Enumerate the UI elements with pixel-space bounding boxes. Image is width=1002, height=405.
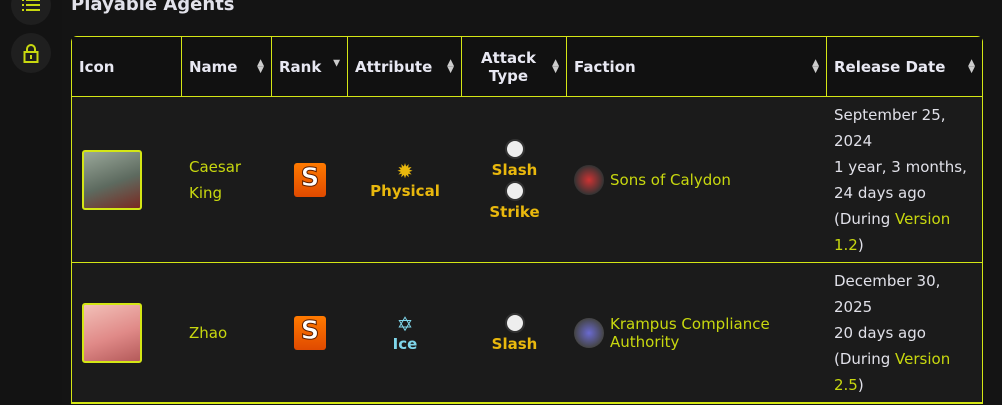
list-button[interactable] bbox=[11, 0, 51, 25]
faction-link[interactable]: Sons of Calydon bbox=[610, 170, 731, 189]
slash-icon bbox=[504, 312, 525, 333]
faction-link[interactable]: Krampus Compliance Authority bbox=[610, 314, 770, 351]
sidebar bbox=[0, 0, 62, 405]
agent-avatar[interactable] bbox=[82, 149, 142, 210]
attack-type-label: Slash bbox=[491, 160, 538, 179]
lock-icon bbox=[23, 44, 39, 63]
release-date: September 25, 2024 bbox=[834, 105, 946, 150]
during-suffix: ) bbox=[857, 235, 864, 254]
sort-icon[interactable]: ▲ ▼ bbox=[257, 57, 264, 75]
rank-s-icon: S bbox=[294, 315, 326, 350]
version-link[interactable]: Version 2.5 bbox=[834, 349, 951, 394]
section-title: Playable Agents bbox=[71, 0, 235, 15]
during-suffix: ) bbox=[857, 375, 864, 394]
during-text: (During bbox=[834, 209, 896, 228]
sort-icon[interactable]: ▲ ▼ bbox=[447, 57, 454, 75]
sort-icon[interactable]: ▲ ▼ bbox=[552, 57, 559, 75]
header-attack-type[interactable]: Attack Type ▲ ▼ bbox=[462, 37, 567, 97]
table-row: Caesar King S ✹ Physical Slash Strike Son… bbox=[72, 97, 982, 263]
attribute-label: Physical bbox=[370, 181, 440, 200]
rank-s-icon: S bbox=[294, 162, 326, 197]
attack-type-label: Slash bbox=[491, 334, 538, 353]
sort-desc-icon[interactable]: ▼ bbox=[333, 58, 340, 69]
header-attribute[interactable]: Attribute ▲ ▼ bbox=[348, 37, 462, 97]
lock-button[interactable] bbox=[11, 33, 51, 73]
sort-icon[interactable]: ▲ ▼ bbox=[812, 57, 819, 75]
release-ago: 1 year, 3 months, 24 days ago bbox=[834, 157, 967, 202]
strike-icon bbox=[504, 180, 525, 201]
attribute-label: Ice bbox=[392, 334, 418, 353]
slash-icon bbox=[504, 138, 525, 159]
table-row: Zhao S ✡ Ice Slash Krampus Compliance Aut… bbox=[72, 263, 982, 403]
header-release-date[interactable]: Release Date ▲ ▼ bbox=[827, 37, 982, 97]
physical-icon: ✹ bbox=[396, 158, 414, 183]
release-ago: 20 days ago bbox=[834, 323, 926, 342]
during-text: (During bbox=[834, 349, 896, 368]
sort-icon[interactable]: ▲ ▼ bbox=[968, 57, 975, 75]
header-name[interactable]: Name ▲ ▼ bbox=[182, 37, 272, 97]
header-rank[interactable]: Rank ▼ bbox=[272, 37, 348, 97]
version-link[interactable]: Version 1.2 bbox=[834, 209, 951, 254]
attack-type-label: Strike bbox=[489, 202, 540, 221]
agents-table: Icon Name ▲ ▼ Rank ▼ Attribute ▲ ▼ Attack Typ… bbox=[71, 36, 983, 404]
krampus-compliance-authority-icon bbox=[574, 317, 604, 348]
release-date: December 30, 2025 bbox=[834, 271, 941, 316]
header-icon: Icon bbox=[72, 37, 182, 97]
ice-icon: ✡ bbox=[396, 311, 414, 336]
header-faction[interactable]: Faction ▲ ▼ bbox=[567, 37, 827, 97]
agent-avatar[interactable] bbox=[82, 302, 142, 363]
sons-of-calydon-icon bbox=[574, 164, 604, 195]
agent-name-link[interactable]: Caesar King bbox=[189, 157, 242, 202]
list-icon bbox=[22, 0, 40, 11]
agent-name-link[interactable]: Zhao bbox=[189, 323, 228, 342]
